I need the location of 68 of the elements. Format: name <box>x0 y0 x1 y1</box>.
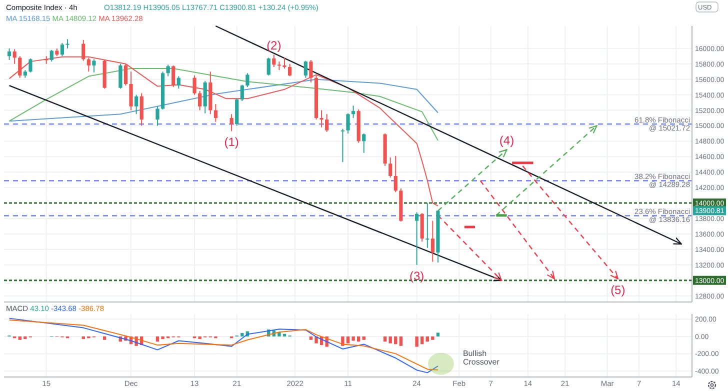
candlestick <box>340 128 345 163</box>
bar <box>282 334 286 336</box>
candlestick <box>92 58 96 73</box>
bar <box>309 336 313 340</box>
bar <box>394 336 398 344</box>
candlestick <box>282 57 286 70</box>
candlestick <box>198 90 202 111</box>
annotation: Bullish Crossover <box>462 348 500 366</box>
candlestick <box>351 105 356 118</box>
bar <box>420 336 424 344</box>
candlestick <box>28 58 32 73</box>
candlestick <box>309 60 313 83</box>
candlestick <box>240 84 244 102</box>
annotation: (5) <box>610 282 626 297</box>
bar <box>399 336 403 346</box>
candlestick <box>140 92 144 126</box>
candlestick <box>426 202 430 248</box>
bar <box>161 336 164 340</box>
candlestick <box>203 80 207 114</box>
candlestick <box>266 57 270 76</box>
candlestick <box>129 71 133 111</box>
bar <box>24 336 27 340</box>
bar <box>102 336 106 340</box>
bar <box>82 336 85 340</box>
candlestick <box>172 64 176 88</box>
candlestick <box>118 63 122 90</box>
bar <box>240 332 244 336</box>
annotation: (3) <box>409 268 424 283</box>
candlestick <box>176 76 180 90</box>
bar <box>156 336 160 342</box>
candlestick <box>325 114 329 132</box>
candlestick <box>12 48 16 64</box>
candlestick <box>246 72 250 88</box>
annotation: (1) <box>224 135 239 150</box>
bar <box>346 336 350 344</box>
candlestick <box>288 63 292 77</box>
candlestick <box>430 220 434 262</box>
bar <box>356 336 360 342</box>
candlestick <box>320 110 324 128</box>
candlestick <box>134 94 138 115</box>
bar <box>352 336 355 341</box>
candlestick <box>214 104 218 122</box>
candlestick <box>156 106 160 126</box>
candlestick <box>272 54 276 68</box>
candlestick <box>230 114 234 132</box>
candlestick <box>192 74 196 96</box>
candlestick <box>166 64 170 77</box>
bar <box>198 336 202 340</box>
line-series <box>8 78 438 122</box>
candlestick <box>50 49 54 62</box>
annotation: (4) <box>499 134 514 148</box>
bar <box>388 336 392 344</box>
bar <box>383 336 387 342</box>
candlestick <box>415 212 419 266</box>
candlestick <box>394 155 398 193</box>
candlestick <box>346 112 350 134</box>
candlestick <box>7 48 12 61</box>
candlestick <box>124 63 128 86</box>
candlestick <box>388 156 392 178</box>
candlestick <box>304 60 308 78</box>
bar <box>18 336 22 340</box>
bar <box>436 332 440 336</box>
bar <box>426 336 429 342</box>
candlestick <box>362 132 366 154</box>
bar <box>415 336 418 347</box>
bar <box>362 336 366 340</box>
bar <box>431 336 434 340</box>
annotation: (2) <box>266 38 282 53</box>
